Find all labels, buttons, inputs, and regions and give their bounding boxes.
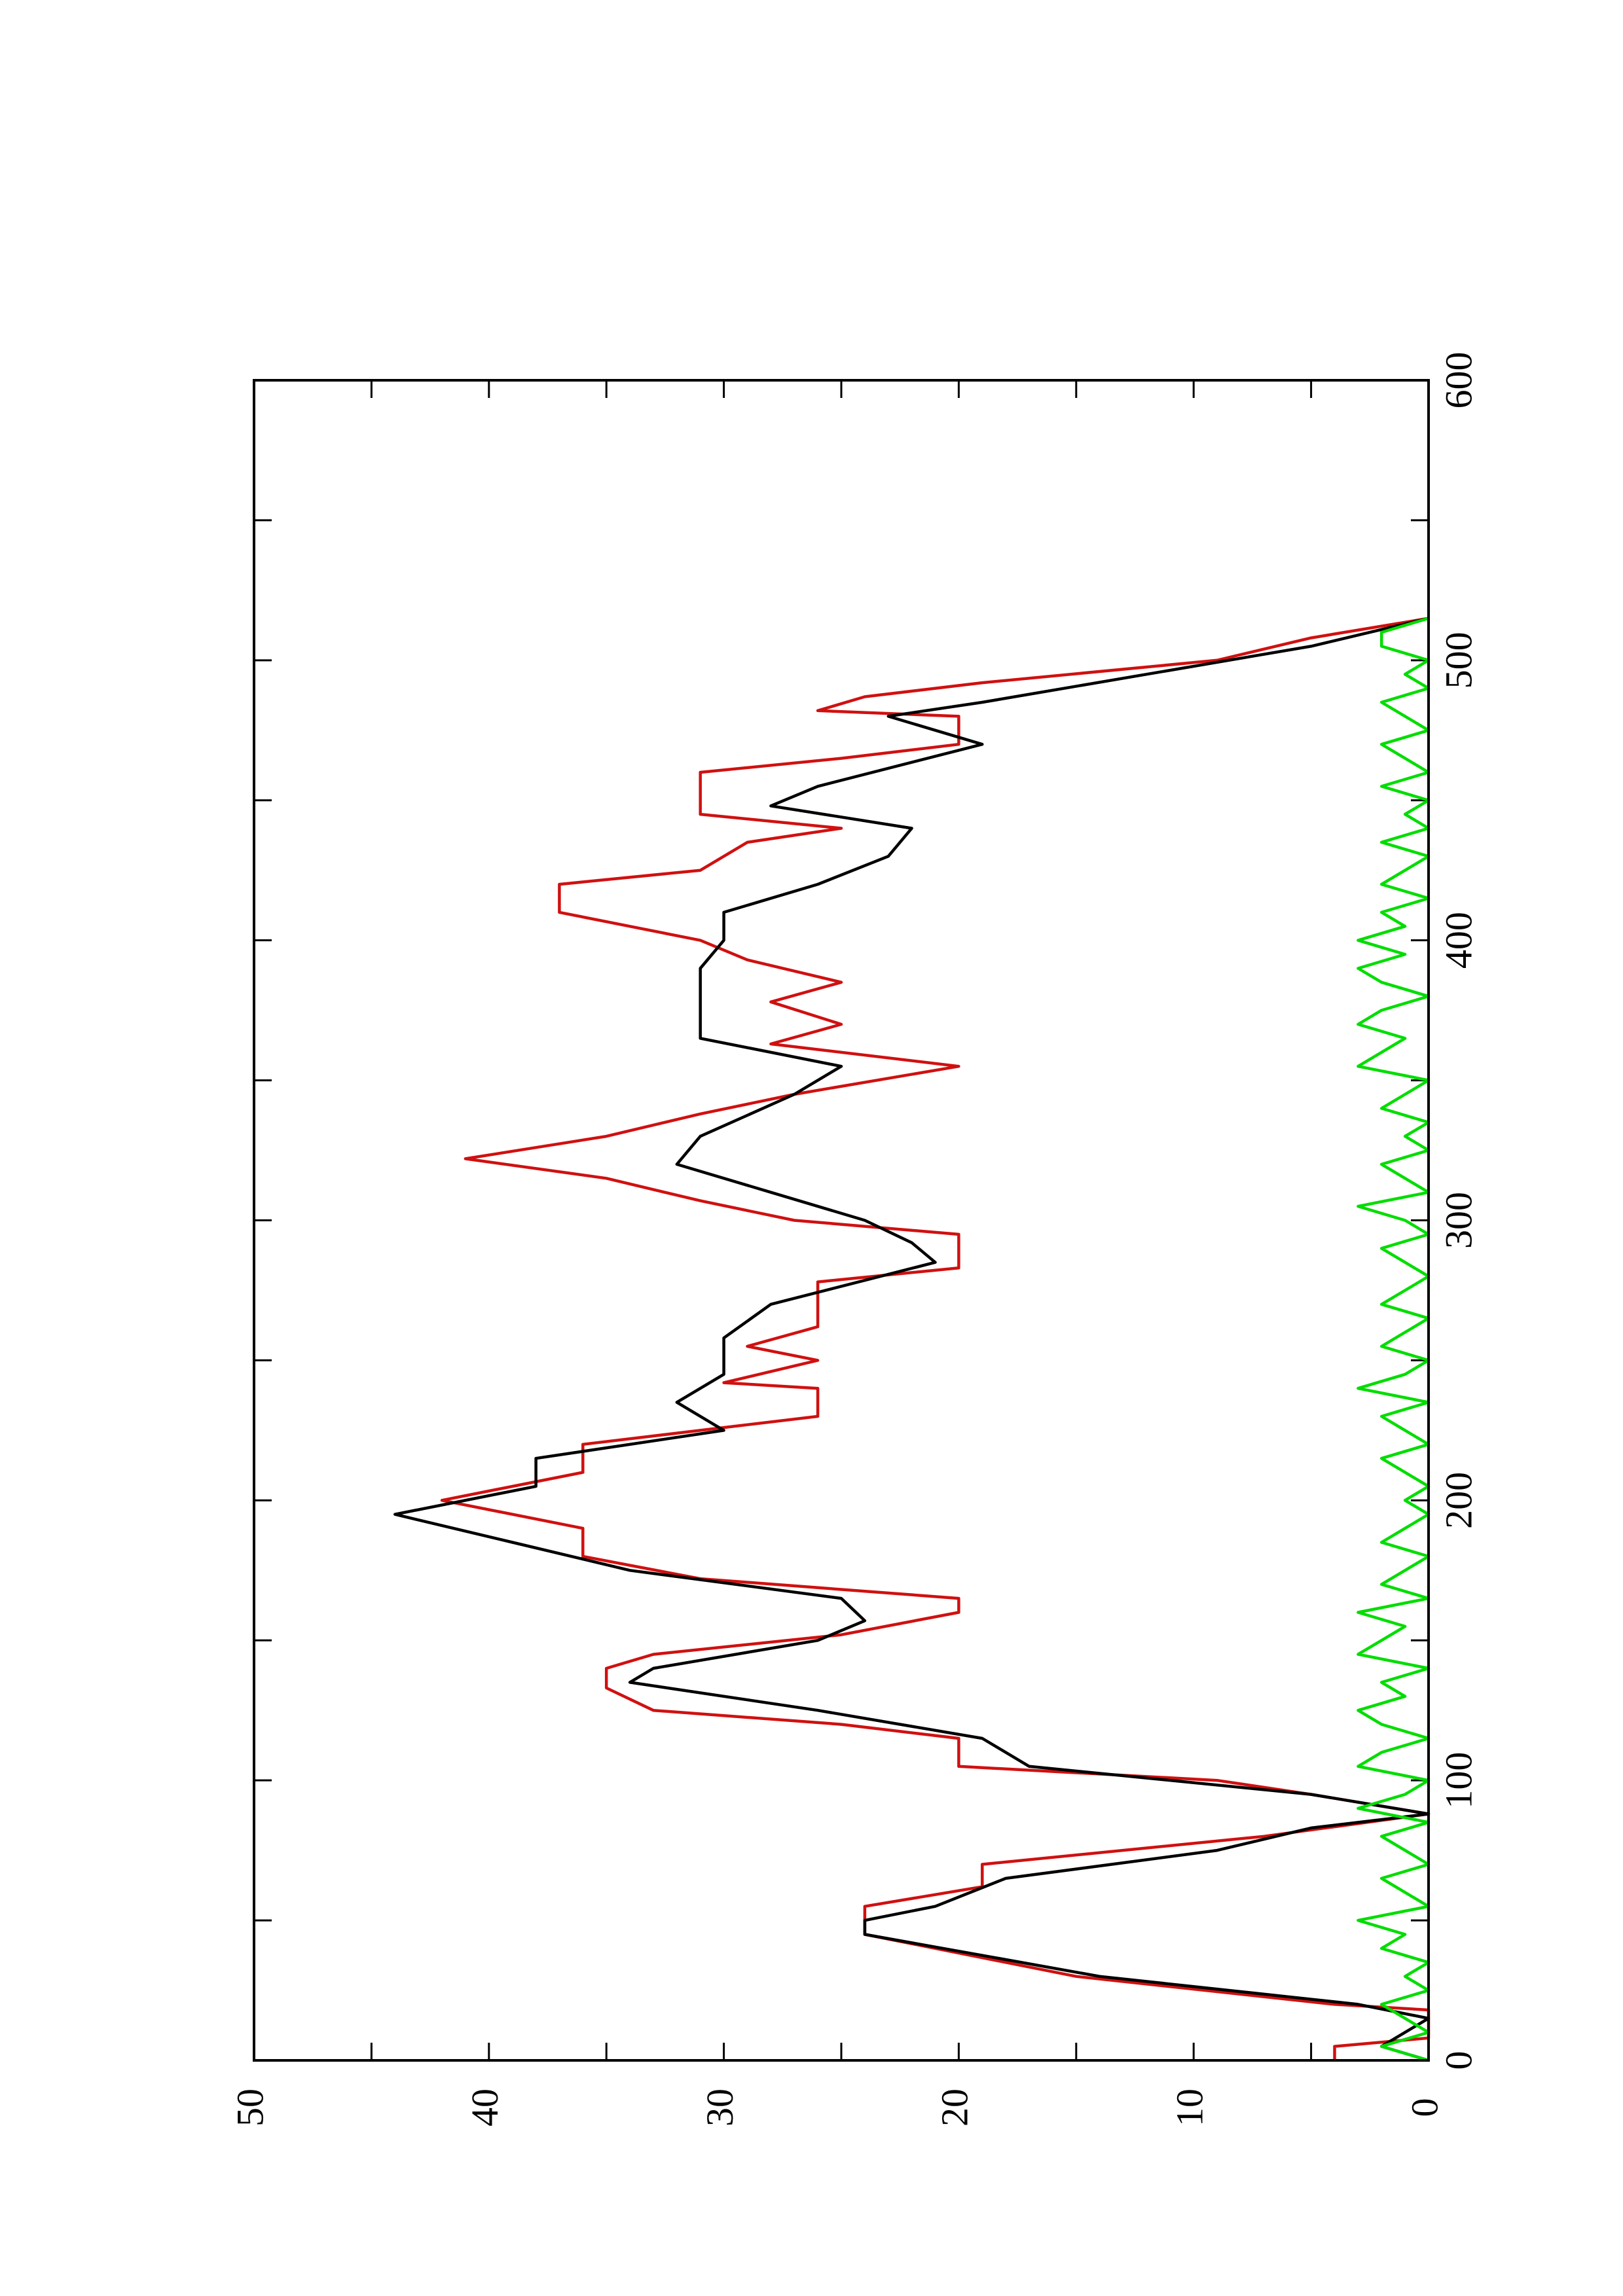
plot-frame [253,379,1430,2062]
y-tick-label: 40 [464,2089,506,2126]
y-tick-label: 30 [699,2089,741,2126]
series-line [1357,617,1431,2062]
x-tick-label: 100 [1437,1752,1480,1809]
series-line [393,617,1431,2062]
x-tick-label: 200 [1437,1472,1480,1529]
x-tick-label: 600 [1437,352,1480,409]
y-tick-label: 50 [228,2089,271,2126]
x-tick-label: 0 [1437,2051,1480,2070]
x-tick-label: 300 [1437,1192,1480,1249]
y-tick-label: 10 [1169,2089,1211,2126]
x-tick-label: 500 [1437,632,1480,689]
y-tick-label: 20 [934,2089,976,2126]
y-tick-label: 0 [1403,2098,1446,2117]
x-tick-label: 400 [1437,912,1480,969]
